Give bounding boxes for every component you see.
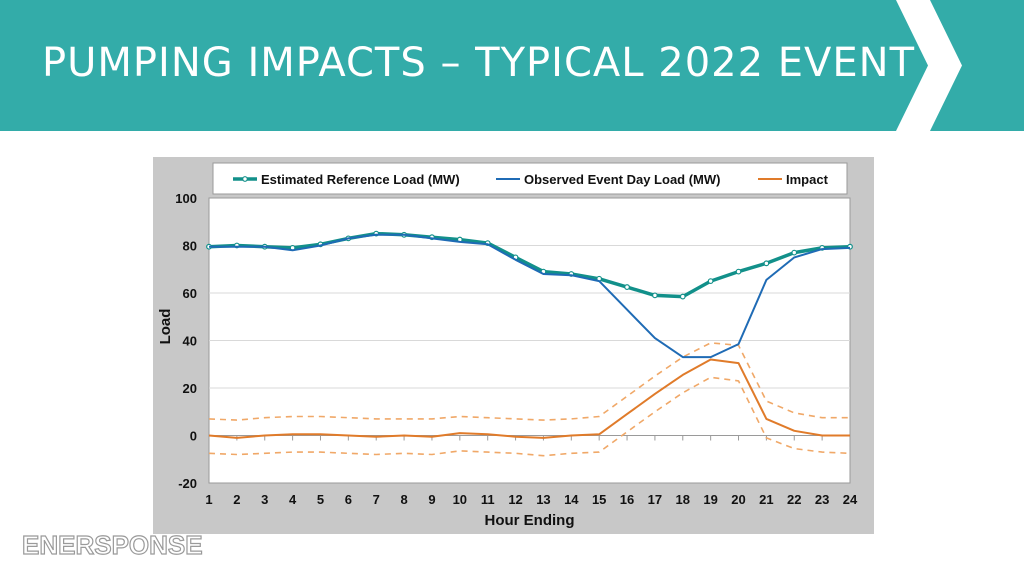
x-tick-label: 16	[620, 492, 634, 507]
series-line-impact-lower-bound	[208, 376, 851, 457]
x-tick-label: 1	[205, 492, 212, 507]
x-tick-label: 19	[703, 492, 717, 507]
y-tick-label: 0	[190, 429, 197, 444]
x-tick-label: 20	[731, 492, 745, 507]
x-tick-label: 21	[759, 492, 773, 507]
y-tick-label: 80	[183, 239, 197, 254]
chart-frame: -20 0 20 40 60 80 100 1 2 3 4 5 6 7 8 9 10 11 12 13 14 15 16 17…	[153, 157, 874, 534]
y-tick-label: 40	[183, 334, 197, 349]
x-tick-label: 8	[400, 492, 407, 507]
reference-load-point	[791, 249, 798, 256]
title-banner: PUMPING IMPACTS – TYPICAL 2022 EVENT	[0, 0, 1024, 131]
y-tick-label: 100	[175, 191, 197, 206]
reference-load-point	[679, 293, 686, 300]
x-tick-label: 5	[317, 492, 324, 507]
x-tick-label: 17	[648, 492, 662, 507]
x-tick-label: 22	[787, 492, 801, 507]
x-tick-label: 11	[481, 492, 495, 507]
series-line-estimated-reference-load-mw	[208, 231, 851, 299]
x-tick-label: 18	[676, 492, 690, 507]
reference-load-point	[652, 292, 658, 299]
legend-box	[212, 162, 848, 195]
y-tick-label: 60	[183, 286, 197, 301]
x-tick-label: 13	[536, 492, 550, 507]
enersponse-logo: ENERSPONSE	[21, 529, 203, 560]
x-tick-label: 4	[289, 492, 297, 507]
legend-label: Observed Event Day Load (MW)	[524, 172, 720, 187]
x-tick-label: 14	[564, 492, 579, 507]
reference-load-point	[763, 260, 770, 267]
page-title: PUMPING IMPACTS – TYPICAL 2022 EVENT	[42, 40, 916, 86]
series-line-observed-event-day-load-mw	[209, 233, 851, 359]
reference-load-point	[707, 278, 714, 285]
x-tick-label: 9	[428, 492, 435, 507]
chevron-right-icon	[896, 0, 962, 131]
x-tick-label: 24	[843, 492, 858, 507]
y-axis-title: Load	[157, 309, 174, 345]
series-line-impact	[208, 358, 850, 439]
series-line-impact-upper-bound	[208, 342, 850, 421]
x-tick-label: 2	[233, 492, 240, 507]
x-tick-label: 15	[592, 492, 606, 507]
legend-label: Impact	[786, 172, 829, 187]
x-tick-label: 12	[508, 492, 522, 507]
legend-label: Estimated Reference Load (MW)	[261, 172, 460, 187]
y-tick-label: 20	[183, 381, 197, 396]
x-axis-title: Hour Ending	[485, 512, 575, 529]
x-tick-label: 23	[815, 492, 829, 507]
x-tick-label: 3	[261, 492, 268, 507]
x-tick-label: 6	[345, 492, 352, 507]
legend-swatch-marker	[242, 176, 248, 182]
reference-load-point	[624, 284, 630, 290]
y-tick-label: -20	[178, 476, 197, 491]
reference-load-point	[735, 268, 742, 275]
x-tick-label: 7	[373, 492, 380, 507]
x-tick-label: 10	[453, 492, 467, 507]
